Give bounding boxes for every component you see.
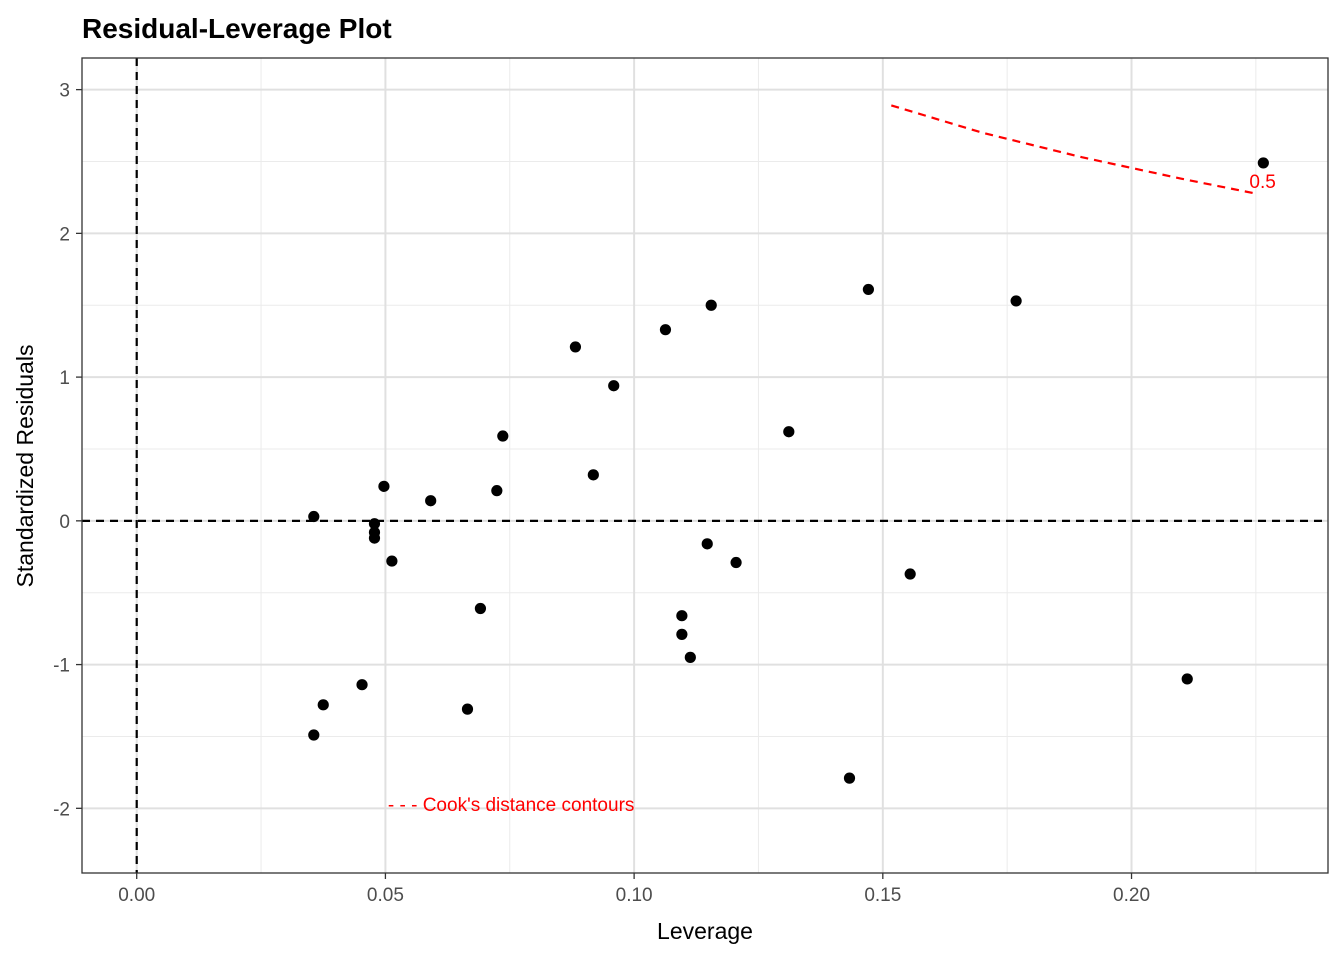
data-point [676,628,688,640]
cooks-contour-level-label: 0.5 [1249,172,1275,193]
data-point [308,729,320,741]
data-point [386,555,398,567]
data-point [368,518,381,530]
x-tick-label: 0.20 [1113,885,1150,906]
data-point [659,324,672,336]
data-point [491,485,503,497]
y-axis-title: Standardized Residuals [12,345,38,588]
minor-gridlines [82,58,1328,873]
data-point [783,426,795,438]
cooks-distance-legend-text: - - - Cook's distance contours [388,795,634,816]
y-tick-label: 3 [59,81,70,102]
reference-lines [82,58,1328,873]
data-point [308,510,320,523]
data-point [474,602,487,615]
x-tick-label: 0.15 [864,885,901,906]
y-axis-ticks: -2 -1 0 1 2 3 [53,81,82,820]
major-gridlines [82,58,1328,873]
data-point [1010,295,1022,307]
y-tick-label: 0 [59,512,70,533]
data-point [461,703,474,715]
data-point [1181,673,1193,685]
data-point [378,480,390,492]
data-point [705,299,717,311]
data-point [608,380,620,392]
data-point [730,556,742,569]
data-point [676,610,688,622]
plot-panel-border [81,57,1329,874]
data-point [587,469,599,481]
data-point [569,341,582,353]
data-point [843,772,856,784]
y-tick-label: -1 [53,656,70,677]
data-point [425,495,437,507]
data-point [862,283,874,296]
y-tick-label: 2 [59,224,70,245]
cooks-contour-line [890,104,1254,195]
data-point [356,679,368,691]
chart-title: Residual-Leverage Plot [82,13,392,44]
x-axis-title: Leverage [657,918,753,944]
data-point [904,568,916,580]
y-tick-label: 1 [59,368,70,389]
x-axis-ticks: 0.00 0.05 0.10 0.15 0.20 [118,873,1150,906]
data-point [684,651,696,663]
x-tick-label: 0.05 [367,885,404,906]
x-tick-label: 0.10 [616,885,653,906]
cooks-distance-contour: 0.5 - - - Cook's distance contours [388,104,1276,816]
data-point [368,532,381,544]
data-point [317,699,329,711]
data-points [308,157,1269,784]
y-tick-label: -2 [53,799,70,820]
data-point [701,538,713,550]
data-point [1257,157,1269,169]
data-point [497,430,509,442]
x-tick-label: 0.00 [118,885,155,906]
